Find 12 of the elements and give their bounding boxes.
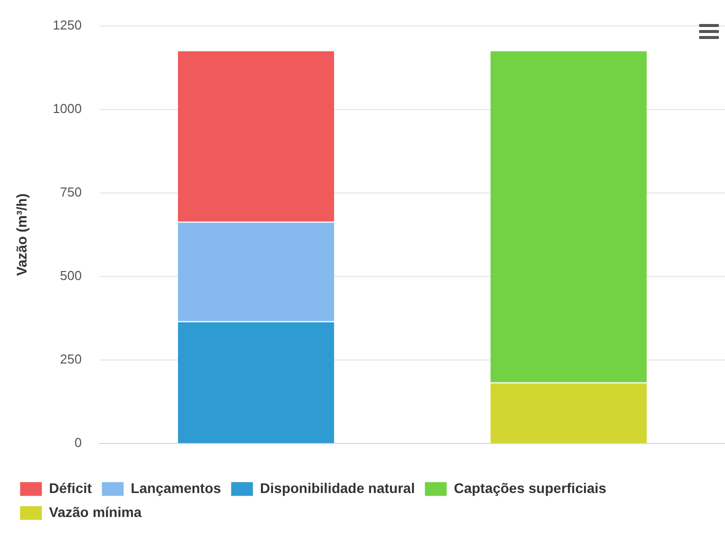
y-tick-label: 750 xyxy=(60,184,82,200)
y-tick-label: 0 xyxy=(74,435,82,450)
y-tick-label: 1250 xyxy=(52,17,82,32)
legend-label: Lançamentos xyxy=(130,480,222,496)
y-tick-label: 500 xyxy=(60,268,82,284)
legend-label: Déficit xyxy=(49,480,92,496)
legend-label: Disponibilidade natural xyxy=(260,480,415,496)
legend-label: Vazão mínima xyxy=(49,504,142,520)
legend-label: Captações superficiais xyxy=(454,480,607,496)
y-tick-label: 1000 xyxy=(52,100,82,116)
y-tick-label: 250 xyxy=(60,352,82,367)
y-axis-title: Vazão (m³/h) xyxy=(13,193,30,276)
